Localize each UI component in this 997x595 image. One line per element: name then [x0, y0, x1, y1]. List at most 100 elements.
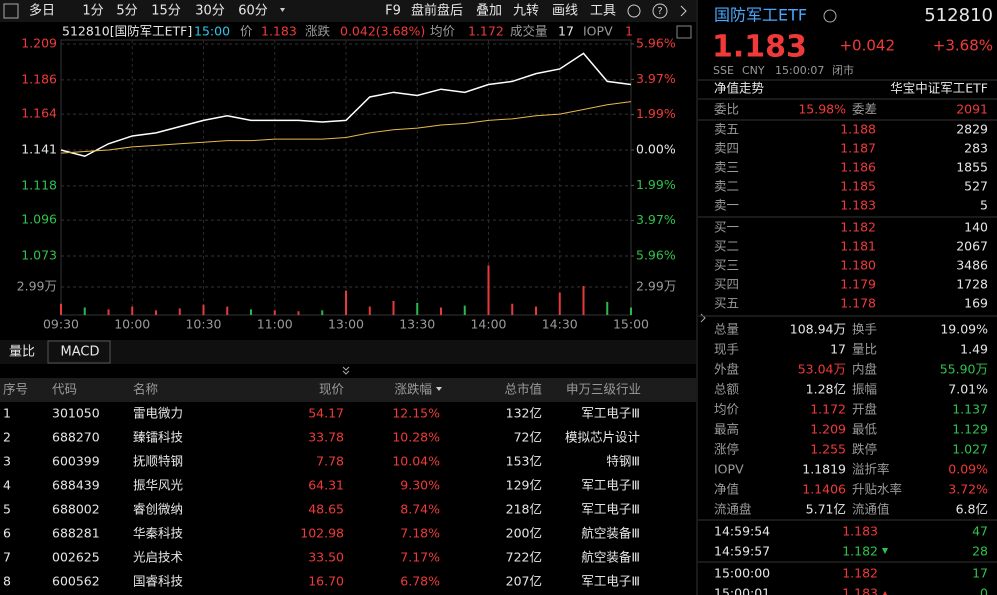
table-cell: 7.17% — [400, 550, 440, 565]
table-cell: 102.98 — [300, 526, 344, 541]
quote-price: 1.183 — [712, 30, 807, 65]
column-header[interactable]: 现价 — [319, 382, 345, 397]
menu-button[interactable]: 画线 — [552, 4, 578, 19]
table-cell: 16.70 — [308, 574, 344, 589]
book-volume: 5 — [980, 198, 988, 213]
column-header[interactable]: 涨跌幅 — [394, 382, 432, 397]
quote-label: 总量 — [714, 322, 739, 337]
table-cell: 722亿 — [506, 550, 542, 565]
table-cell: 7.18% — [400, 526, 440, 541]
tab[interactable]: 量比 — [9, 345, 35, 360]
table-cell: 33.50 — [308, 550, 344, 565]
price-line — [60, 52, 632, 158]
table-cell: 600399 — [52, 454, 100, 469]
x-tick-label: 13:30 — [399, 317, 435, 332]
table-cell: 国睿科技 — [133, 574, 184, 589]
menu-button[interactable]: 九转 — [513, 4, 539, 19]
volume-tick-label: 2.99万 — [17, 279, 57, 294]
quote-value: 1.28亿 — [806, 382, 846, 397]
period-button[interactable]: 30分 — [195, 4, 225, 19]
expand-icon[interactable] — [342, 366, 350, 375]
quote-value: 1.49 — [960, 342, 988, 357]
column-header[interactable]: 申万三级行业 — [566, 382, 641, 397]
quote-label: 开盘 — [852, 402, 877, 417]
volume-bar — [416, 302, 419, 315]
book-label: 买二 — [714, 239, 739, 254]
book-price: 1.188 — [840, 122, 876, 137]
quote-value: 15.98% — [798, 102, 846, 117]
volume-bar — [582, 285, 585, 315]
book-label: 买四 — [714, 277, 739, 292]
wp-icon[interactable] — [676, 25, 692, 39]
column-header[interactable]: 总市值 — [504, 382, 542, 397]
volume-bar — [368, 306, 371, 315]
table-cell: 1 — [3, 406, 11, 421]
table-cell: 华秦科技 — [133, 526, 184, 541]
book-price: 1.179 — [840, 277, 876, 292]
table-cell: 9.30% — [400, 478, 440, 493]
quote-label: 最低 — [852, 422, 878, 437]
next-icon[interactable] — [680, 5, 687, 17]
settings-icon[interactable] — [627, 4, 641, 18]
book-price: 1.180 — [840, 258, 876, 273]
table-cell: 模拟芯片设计 — [565, 430, 640, 445]
y2-tick-label: 3.97% — [636, 71, 676, 86]
book-price: 1.187 — [840, 141, 876, 156]
help-icon[interactable] — [652, 3, 668, 19]
table-cell: 4 — [3, 478, 11, 493]
tab[interactable]: MACD — [61, 345, 100, 360]
table-cell: 8 — [3, 574, 11, 589]
table-cell: 12.15% — [392, 406, 440, 421]
collapse-icon[interactable] — [700, 313, 706, 323]
tab-frame — [47, 340, 111, 364]
tick-time: 14:59:54 — [714, 524, 770, 539]
menu-icon[interactable] — [3, 3, 19, 19]
quote-label: 委比 — [714, 102, 739, 117]
y-tick-label: 1.164 — [21, 106, 57, 121]
sort-icon[interactable] — [436, 387, 442, 391]
menu-button[interactable]: 盘前盘后 — [411, 3, 463, 19]
dropdown-icon[interactable] — [280, 8, 285, 12]
quote-value: 1.1406 — [802, 482, 846, 497]
quote-value: 55.90万 — [940, 362, 988, 377]
period-button[interactable]: 1分 — [82, 4, 103, 19]
table-cell: 207亿 — [506, 574, 542, 589]
volume-bar — [535, 306, 537, 315]
table-cell: 688270 — [52, 430, 100, 445]
quote-meta: CNY — [742, 64, 765, 77]
volume-bar — [392, 300, 395, 315]
volume-bar — [202, 304, 205, 315]
menu-button[interactable]: 叠加 — [476, 4, 502, 19]
table-cell: 218亿 — [506, 502, 542, 517]
table-cell: 002625 — [52, 550, 100, 565]
book-price: 1.181 — [840, 239, 876, 254]
quote-label: 升贴水率 — [852, 482, 902, 497]
x-tick-label: 14:00 — [470, 317, 506, 332]
info-icon[interactable] — [823, 9, 837, 23]
table-cell: 3 — [3, 454, 11, 469]
period-button[interactable]: 15分 — [151, 4, 181, 19]
volume-bar — [558, 292, 561, 315]
y-tick-label: 1.186 — [21, 71, 57, 86]
menu-button[interactable]: F9 — [385, 4, 401, 19]
book-label: 卖三 — [714, 160, 739, 175]
period-button[interactable]: 60分 — [238, 4, 268, 19]
table-cell: 臻镭科技 — [133, 430, 184, 445]
period-button[interactable]: 多日 — [29, 3, 55, 19]
quote-label: 换手 — [852, 322, 877, 337]
quote-label: 均价 — [714, 402, 740, 417]
quote-value: 1.137 — [952, 402, 988, 417]
quote-value: 53.04万 — [798, 362, 846, 377]
x-tick-label: 13:00 — [328, 317, 364, 332]
book-label: 卖五 — [714, 122, 739, 137]
book-volume: 1728 — [956, 277, 988, 292]
chart-info: 15:00 — [194, 24, 230, 39]
period-button[interactable]: 5分 — [116, 4, 137, 19]
quote-label: 涨停 — [714, 442, 739, 457]
quote-meta: SSE — [713, 64, 734, 77]
nav-trend[interactable]: 净值走势 — [714, 81, 765, 96]
quote-value: 1.1819 — [802, 462, 846, 477]
menu-button[interactable]: 工具 — [590, 4, 616, 19]
y2-tick-label: 1.99% — [636, 106, 676, 121]
tick-time: 15:00:00 — [714, 566, 770, 581]
